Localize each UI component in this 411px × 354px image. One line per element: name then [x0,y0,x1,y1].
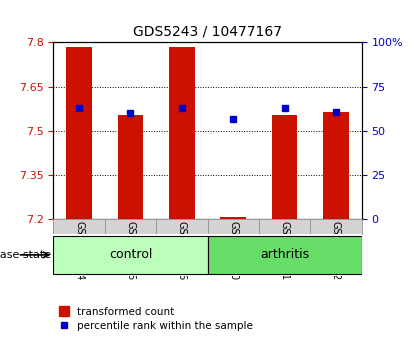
Text: GSM567076: GSM567076 [177,221,187,280]
Text: GSM567082: GSM567082 [331,221,341,280]
FancyBboxPatch shape [53,236,208,274]
Bar [66,47,92,219]
Text: GSM567080: GSM567080 [228,221,238,280]
Bar [169,47,195,219]
Title: GDS5243 / 10477167: GDS5243 / 10477167 [133,24,282,39]
Text: GSM567075: GSM567075 [125,221,136,280]
Bar [272,115,298,219]
Bar [323,112,349,219]
FancyBboxPatch shape [208,236,362,274]
Text: disease state: disease state [0,250,51,260]
Bar [220,217,246,219]
Text: control: control [109,249,152,261]
Text: GSM567074: GSM567074 [74,221,84,280]
Legend: transformed count, percentile rank within the sample: transformed count, percentile rank withi… [59,306,253,331]
Text: GSM567081: GSM567081 [279,221,290,280]
Text: arthritis: arthritis [260,249,309,261]
Bar [118,115,143,219]
